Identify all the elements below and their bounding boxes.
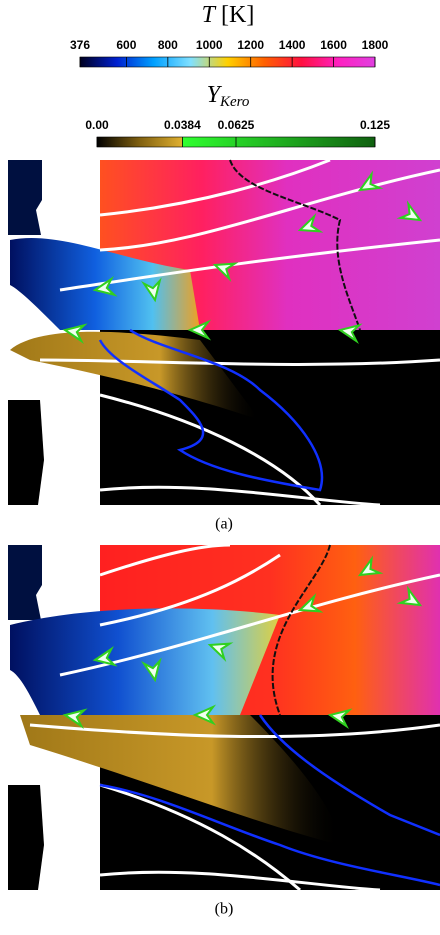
blue-contour (98, 328, 324, 492)
flow-arrow (62, 323, 88, 344)
spray-region (20, 715, 340, 845)
isoline (59, 573, 440, 677)
flow-arrow (92, 646, 118, 667)
flow-arrow (92, 276, 118, 297)
flow-region (10, 608, 280, 715)
wall-block (8, 545, 42, 625)
colorbar-tick-label: 800 (158, 38, 178, 52)
isoline (99, 553, 281, 627)
colorbar-tick-label: 0.00 (85, 118, 109, 132)
colorbar-title: YKero (207, 82, 250, 111)
colorbar-tick-label: 1600 (320, 38, 347, 52)
flow-arrow (187, 319, 212, 341)
colorbar-tick-label: 1200 (237, 38, 264, 52)
wall-block (8, 160, 42, 240)
flow-arrow (337, 323, 363, 344)
flow-arrow (327, 708, 353, 729)
isoline (99, 158, 331, 217)
flow-arrow (141, 277, 162, 303)
blue-contour (99, 714, 440, 887)
flow-arrow (62, 708, 88, 729)
flow-arrow (141, 657, 162, 683)
isoline (29, 723, 440, 739)
flow-arrow (396, 585, 423, 607)
wall-block (8, 400, 44, 505)
isoline (99, 870, 381, 892)
isoline (99, 783, 301, 892)
panel-caption: (a) (215, 516, 233, 533)
wall-block (8, 785, 44, 890)
panel-caption: (b) (215, 901, 234, 918)
isoline (99, 485, 381, 507)
spray-region (10, 331, 260, 420)
flow-arrow (396, 200, 423, 222)
colorbar-tick-label: 600 (116, 38, 136, 52)
isoline (39, 358, 440, 366)
colorbar-tick-label: 0.0625 (218, 118, 255, 132)
colorbar-tick-label: 1400 (279, 38, 306, 52)
dark-contour (229, 159, 361, 331)
simulation-panel: (b) (8, 543, 440, 918)
colorbar-tick-label: 1000 (196, 38, 223, 52)
colorbar-tick-label: 0.0384 (164, 118, 201, 132)
colorbar-tick-label: 376 (70, 38, 90, 52)
colorbar (79, 56, 376, 68)
simulation-panel: (a) (8, 158, 440, 533)
colorbar-tick-label: 1800 (362, 38, 389, 52)
colorbar-title: T [K] (202, 2, 255, 28)
flow-arrow (212, 262, 239, 283)
flow-arrow (192, 704, 217, 726)
flow-arrow (207, 642, 234, 663)
colorbar-tick-label: 0.125 (360, 118, 390, 132)
flow-arrow (357, 170, 384, 192)
flow-arrow (297, 212, 324, 233)
dark-contour (271, 544, 331, 716)
isoline (99, 168, 440, 252)
flow-arrow (357, 555, 384, 577)
isoline (99, 543, 231, 577)
flow-arrow (297, 592, 324, 613)
